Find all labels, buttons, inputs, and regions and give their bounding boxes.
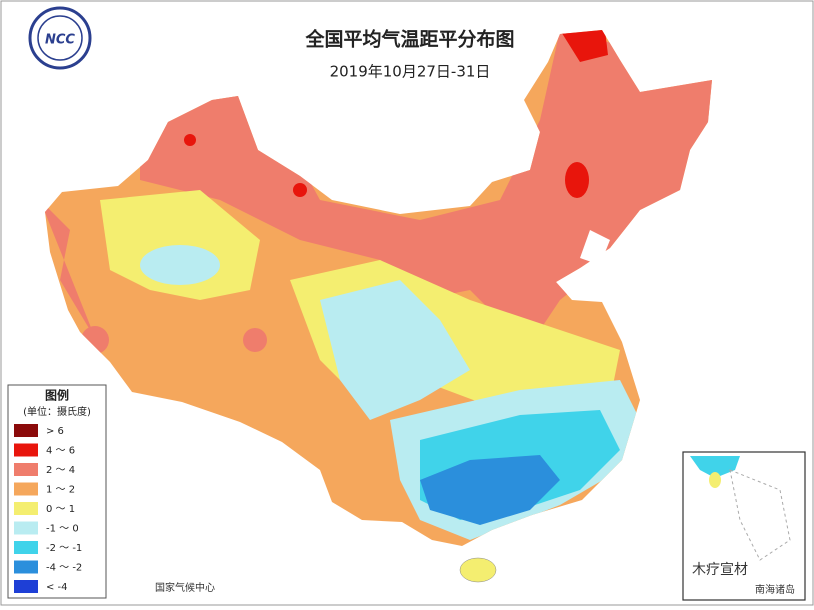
footer-text: 国家气候中心 [155, 581, 215, 594]
legend-swatch [14, 580, 38, 593]
map-title: 全国平均气温距平分布图 [304, 28, 514, 51]
legend-label: 2 ～ 4 [46, 465, 75, 476]
legend-label: -1 ～ 0 [46, 524, 79, 535]
inset-map: 南海诸岛 [682, 451, 806, 601]
legend-title: 图例 [45, 388, 69, 403]
map-subtitle: 2019年10月27日-31日 [330, 63, 491, 81]
watermark: 木疗宣材 [692, 562, 748, 578]
legend-label: 4 ～ 6 [46, 446, 75, 457]
legend-label: -4 ～ -2 [46, 563, 82, 574]
hainan-island [459, 557, 497, 583]
legend-swatch [14, 424, 38, 437]
legend-label: > 6 [46, 426, 64, 437]
legend-swatch [14, 502, 38, 515]
legend-unit: (单位：摄氏度) [23, 405, 91, 418]
legend-box: 图例 (单位：摄氏度) > 6 4 ～ 6 2 ～ 4 1 ～ 2 0 ～ 1 -1 ～ … [7, 384, 107, 599]
inset-label: 南海诸岛 [755, 583, 795, 596]
legend-swatch [14, 521, 38, 535]
legend-items: > 6 4 ～ 6 2 ～ 4 1 ～ 2 0 ～ 1 -1 ～ 0 -2 ～ -1 -4 ～… [14, 424, 82, 593]
legend-swatch [14, 443, 38, 457]
legend-swatch [14, 482, 38, 496]
bohai-sea [580, 230, 610, 265]
legend-label: < -4 [46, 582, 68, 593]
legend-label: 0 ～ 1 [46, 504, 75, 515]
legend-swatch [14, 541, 38, 554]
legend-label: 1 ～ 2 [46, 485, 75, 496]
logo: NCC [28, 6, 92, 70]
logo-text: NCC [45, 33, 75, 48]
legend-swatch [14, 463, 38, 476]
legend-swatch [14, 560, 38, 574]
legend-label: -2 ～ -1 [46, 543, 82, 554]
